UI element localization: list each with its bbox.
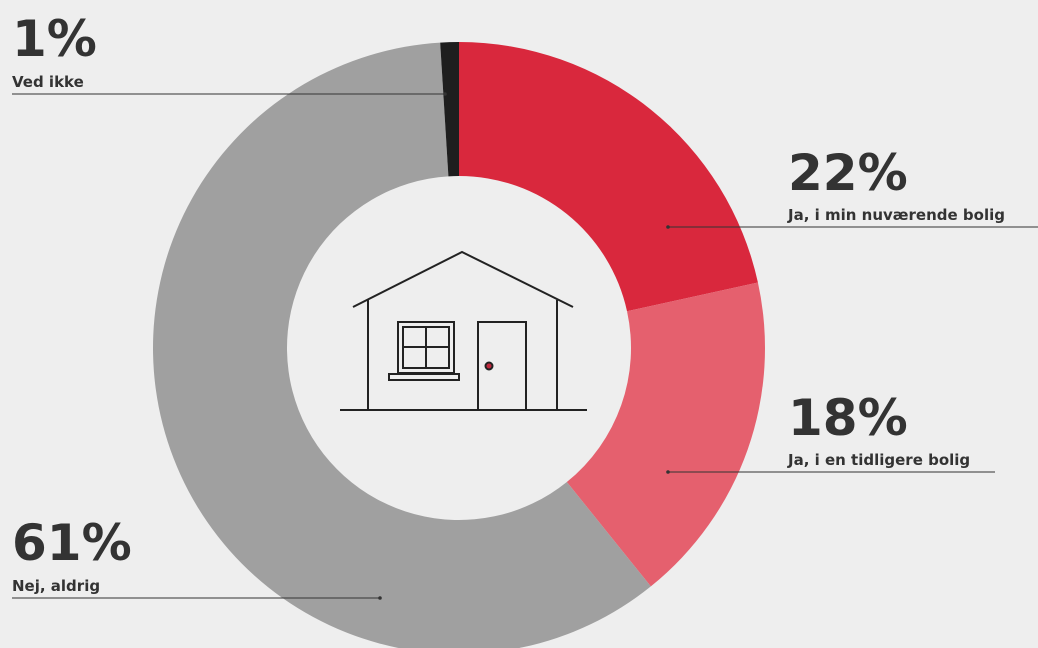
window-sill bbox=[388, 373, 460, 381]
category-label: Nej, aldrig bbox=[12, 577, 100, 595]
category-label: Ja, i en tidligere bolig bbox=[787, 451, 970, 469]
leader-dot bbox=[666, 225, 670, 229]
leader-dot bbox=[378, 596, 382, 600]
door bbox=[477, 321, 527, 411]
house-icon bbox=[340, 250, 587, 411]
value-label: 22% bbox=[788, 144, 908, 202]
value-label: 18% bbox=[788, 389, 908, 447]
leader-dot bbox=[443, 92, 447, 96]
slice bbox=[459, 42, 758, 312]
value-label: 1% bbox=[12, 10, 97, 68]
slice bbox=[440, 42, 459, 177]
value-label: 61% bbox=[12, 514, 132, 572]
slices bbox=[153, 42, 765, 648]
category-label: Ja, i min nuværende bolig bbox=[787, 206, 1005, 224]
slice bbox=[566, 282, 765, 587]
slice bbox=[153, 42, 651, 648]
door-knob bbox=[484, 361, 494, 371]
category-label: Ved ikke bbox=[12, 73, 84, 91]
leader-dot bbox=[666, 470, 670, 474]
roof bbox=[352, 250, 574, 308]
